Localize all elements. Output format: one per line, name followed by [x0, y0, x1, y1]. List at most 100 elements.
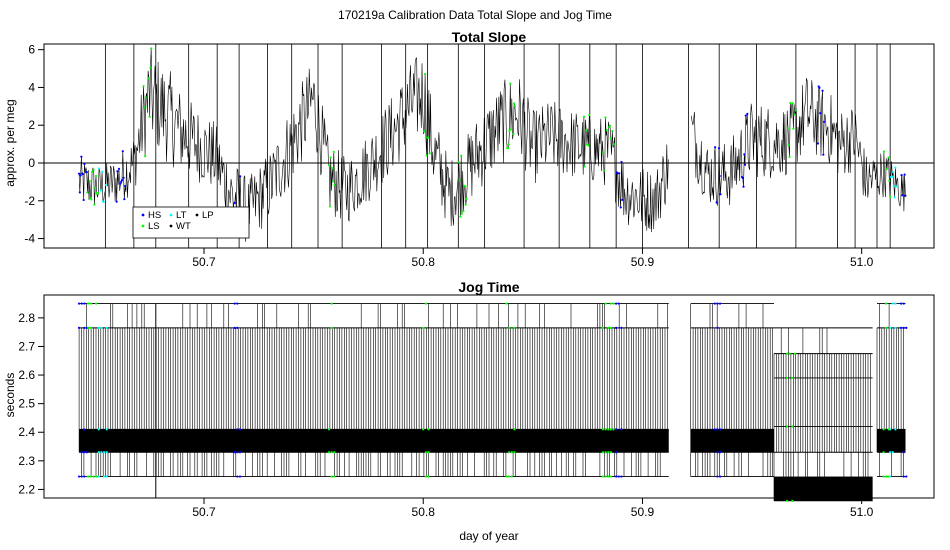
- legend-label-lp: LP: [202, 210, 214, 221]
- jog-time-point-hs: [620, 475, 623, 478]
- total-slope-point-hs: [78, 191, 81, 194]
- total-slope-point-ls: [423, 130, 426, 133]
- total-slope-point-hs: [120, 180, 123, 183]
- total-slope-point-ls: [791, 102, 794, 105]
- jog-time-point-ls: [601, 428, 605, 431]
- total-slope-point-ls: [789, 101, 792, 105]
- jog-time-point-hs: [615, 451, 618, 454]
- jog-time-point-ls: [607, 428, 610, 431]
- total-slope-point-ls: [604, 116, 607, 119]
- jog-time-point-ls: [424, 451, 427, 454]
- jog-time-point-ls: [607, 326, 610, 329]
- jog-time-point-hs: [718, 428, 722, 431]
- total-slope-point-ls: [882, 150, 886, 153]
- jog-time-series-line: [773, 327, 871, 501]
- total-slope-point-hs: [619, 206, 622, 209]
- total-slope-point-hs: [744, 114, 747, 117]
- jog-time-point-hs: [236, 326, 239, 329]
- jog-time-x-tick-label: 50.9: [631, 505, 655, 519]
- jog-time-point-lt: [889, 428, 892, 431]
- jog-time-point-ls: [505, 302, 508, 305]
- total-slope-point-hs: [85, 171, 88, 174]
- total-slope-point-lt: [891, 175, 894, 178]
- jog-time-point-hs: [77, 326, 81, 329]
- total-slope-axes: 50.7 50.8 50.9 51.0 -4 -2 0 2 4 6: [24, 43, 873, 269]
- total-slope-point-ls: [793, 113, 797, 116]
- jog-time-point-ls: [882, 475, 885, 478]
- total-slope-point-ls: [513, 104, 516, 107]
- total-slope-point-lt: [895, 185, 898, 188]
- jog-time-point-ls: [89, 475, 93, 478]
- total-slope-point-ls: [149, 66, 152, 69]
- total-slope-point-ls: [611, 129, 614, 133]
- jog-time-data: [77, 302, 908, 502]
- total-slope-point-hs: [900, 174, 903, 177]
- total-slope-point-ls: [506, 147, 510, 150]
- jog-time-point-ls: [609, 428, 612, 431]
- total-slope-point-ls: [458, 178, 461, 181]
- jog-time-point-ls: [609, 451, 612, 454]
- jog-time-point-ls: [510, 475, 513, 478]
- jog-time-point-ls: [609, 326, 612, 329]
- total-slope-point-ls: [329, 156, 332, 159]
- total-slope-point-ls: [888, 195, 892, 198]
- total-slope-point-hs: [115, 200, 118, 203]
- legend-marker-wt: [169, 224, 173, 228]
- total-slope-point-ls: [457, 161, 460, 164]
- legend-label-wt: WT: [176, 221, 191, 232]
- jog-time-point-ls: [601, 451, 605, 454]
- jog-time-point-ls: [786, 499, 789, 502]
- jog-time-point-hs: [620, 326, 623, 329]
- total-slope-point-hs: [121, 150, 124, 153]
- main-title: 170219a Calibration Data Total Slope and…: [338, 8, 612, 22]
- jog-time-segment: [876, 302, 908, 478]
- total-slope-x-tick-label: 51.0: [850, 255, 874, 269]
- total-slope-point-hs: [822, 153, 825, 156]
- jog-time-y-axis-label: seconds: [3, 373, 17, 418]
- total-slope-y-tick-label: 0: [28, 156, 35, 170]
- total-slope-plot-frame: [43, 43, 935, 249]
- jog-time-series-line: [78, 303, 668, 477]
- total-slope-points-ls: [86, 47, 892, 218]
- total-slope-x-tick-label: 50.7: [192, 255, 216, 269]
- jog-time-point-ls: [330, 302, 333, 305]
- jog-time-point-ls: [612, 302, 615, 305]
- jog-time-point-lt: [891, 302, 894, 305]
- jog-time-point-lt: [894, 326, 897, 329]
- jog-time-point-hs: [83, 475, 86, 478]
- jog-time-point-ls: [95, 302, 98, 305]
- jog-time-point-hs: [83, 326, 86, 329]
- jog-time-point-hs: [238, 451, 242, 454]
- total-slope-point-hs: [746, 112, 749, 115]
- total-slope-point-ls: [512, 102, 516, 105]
- total-slope-y-tick-label: 2: [28, 118, 35, 132]
- total-slope-point-ls: [333, 183, 336, 187]
- total-slope-point-hs: [120, 178, 124, 182]
- jog-time-point-ls: [333, 451, 336, 454]
- jog-time-x-axis-label: day of year: [459, 529, 518, 543]
- total-slope-point-ls: [143, 155, 147, 158]
- total-slope-point-ls: [423, 72, 427, 76]
- jog-time-point-ls: [786, 425, 789, 428]
- jog-time-y-tick-label: 2.6: [18, 368, 35, 382]
- jog-time-point-hs: [902, 451, 905, 454]
- total-slope-point-ls: [147, 77, 150, 80]
- jog-time-point-lt: [97, 451, 100, 454]
- total-slope-point-hs: [715, 201, 718, 204]
- jog-time-point-lt: [105, 326, 108, 329]
- jog-time-point-hs: [77, 475, 81, 478]
- jog-time-point-ls: [327, 451, 331, 454]
- total-slope-point-hs: [741, 176, 744, 180]
- legend-label-lt: LT: [176, 210, 187, 221]
- jog-time-point-ls: [87, 326, 90, 329]
- jog-time-point-ls: [330, 326, 333, 329]
- jog-time-point-lt: [97, 475, 100, 478]
- total-slope-point-hs: [903, 173, 906, 176]
- total-slope-point-ls: [328, 164, 331, 167]
- jog-time-point-ls: [793, 352, 797, 355]
- jog-time-point-hs: [77, 302, 81, 305]
- total-slope-y-tick-label: -4: [24, 232, 35, 246]
- total-slope-point-hs: [718, 174, 721, 178]
- jog-time-point-hs: [83, 302, 86, 305]
